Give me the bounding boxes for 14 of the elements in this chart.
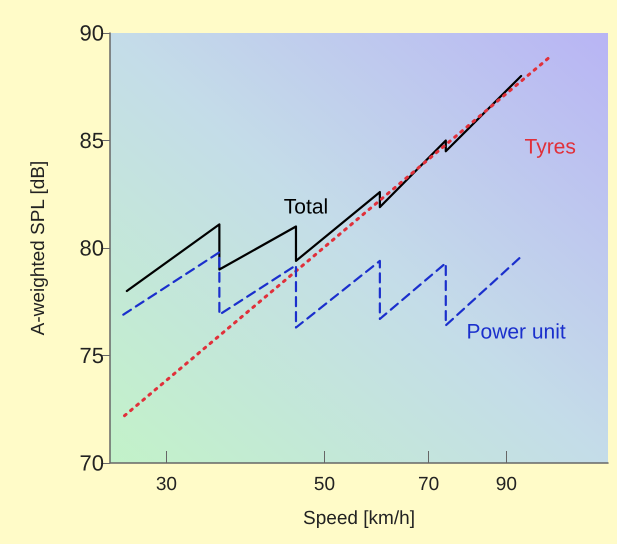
x-tick-label: 30 [156,474,177,495]
series-label: Total [284,196,328,218]
x-tick-label: 50 [314,474,336,495]
x-tick-label: 70 [418,474,440,495]
text: Tyres [524,136,576,159]
x-axis-title: Speed [km/h] [303,508,415,529]
series-label: Power unit [466,320,566,344]
y-tick-label: 90 [80,20,104,46]
y-tick-label: 85 [80,128,104,153]
y-tick-label: 75 [80,343,104,368]
y-tick-label: 80 [80,236,104,260]
x-tick-label: 90 [496,474,517,495]
y-tick-label: 70 [80,450,104,476]
y-axis-title: A-weighted SPL [dB] [28,160,49,336]
